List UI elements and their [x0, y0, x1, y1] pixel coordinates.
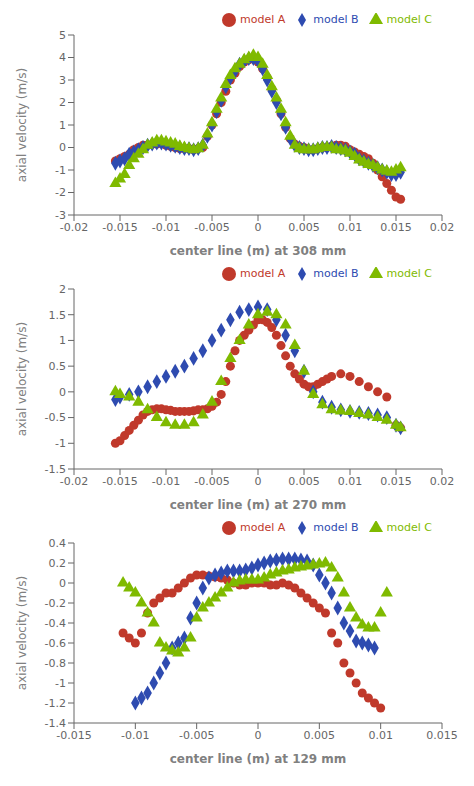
- html-text:model C: model C: [386, 521, 432, 534]
- svg-text:-1.2: -1.2: [45, 697, 66, 710]
- svg-text:-3: -3: [55, 209, 66, 222]
- svg-text:-0.005: -0.005: [179, 729, 214, 742]
- svg-text:3: 3: [59, 74, 66, 87]
- svg-text:axial velocity (m/s): axial velocity (m/s): [15, 322, 29, 436]
- svg-text:center line (m) at 129 mm: center line (m) at 129 mm: [170, 752, 347, 766]
- svg-text:-0.8: -0.8: [45, 657, 66, 670]
- svg-text:1: 1: [59, 119, 66, 132]
- svg-text:0.005: 0.005: [304, 729, 336, 742]
- svg-text:0.015: 0.015: [380, 475, 412, 488]
- svg-text:0: 0: [255, 221, 262, 234]
- svg-text:-1: -1: [55, 164, 66, 177]
- svg-text:2: 2: [59, 96, 66, 109]
- html-text:model B: model B: [313, 521, 359, 534]
- html-text:model C: model C: [386, 13, 432, 26]
- html-text:model A: model A: [240, 267, 286, 280]
- svg-text:-0.015: -0.015: [102, 221, 137, 234]
- svg-text:0: 0: [59, 577, 66, 590]
- svg-text:0.005: 0.005: [288, 475, 320, 488]
- svg-text:-0.02: -0.02: [60, 221, 88, 234]
- svg-text:0.01: 0.01: [338, 475, 363, 488]
- svg-text:0.01: 0.01: [338, 221, 363, 234]
- svg-text:0.2: 0.2: [49, 557, 67, 570]
- svg-text:center line (m) at 308 mm: center line (m) at 308 mm: [170, 244, 347, 258]
- svg-text:-1.4: -1.4: [45, 717, 66, 730]
- svg-text:1.5: 1.5: [49, 309, 67, 322]
- svg-text:0.01: 0.01: [368, 729, 393, 742]
- svg-text:-0.015: -0.015: [56, 729, 91, 742]
- svg-text:0.02: 0.02: [430, 221, 455, 234]
- svg-text:-1: -1: [55, 677, 66, 690]
- svg-text:0.015: 0.015: [380, 221, 412, 234]
- svg-text:-0.015: -0.015: [102, 475, 137, 488]
- svg-text:0: 0: [255, 729, 262, 742]
- html-text:model B: model B: [313, 13, 359, 26]
- svg-text:-0.6: -0.6: [45, 637, 66, 650]
- html-text:model B: model B: [313, 267, 359, 280]
- svg-text:-0.5: -0.5: [45, 411, 66, 424]
- svg-text:0.015: 0.015: [426, 729, 458, 742]
- html-text:model C: model C: [386, 267, 432, 280]
- svg-text:0.4: 0.4: [49, 537, 67, 550]
- svg-text:1: 1: [59, 334, 66, 347]
- svg-text:-0.01: -0.01: [152, 475, 180, 488]
- svg-text:0: 0: [255, 475, 262, 488]
- svg-text:-0.2: -0.2: [45, 597, 66, 610]
- svg-text:0: 0: [59, 141, 66, 154]
- svg-text:5: 5: [59, 29, 66, 42]
- svg-text:-0.4: -0.4: [45, 617, 66, 630]
- svg-text:-0.005: -0.005: [194, 475, 229, 488]
- svg-text:0: 0: [59, 386, 66, 399]
- svg-text:2: 2: [59, 283, 66, 296]
- svg-text:-1: -1: [55, 437, 66, 450]
- svg-text:axial velocity (m/s): axial velocity (m/s): [15, 576, 29, 690]
- svg-text:axial velocity (m/s): axial velocity (m/s): [15, 68, 29, 182]
- svg-text:-0.02: -0.02: [60, 475, 88, 488]
- html-text:model A: model A: [240, 521, 286, 534]
- svg-text:0.005: 0.005: [288, 221, 320, 234]
- svg-text:-2: -2: [55, 186, 66, 199]
- svg-text:center line (m) at 270 mm: center line (m) at 270 mm: [170, 498, 347, 512]
- svg-text:-0.005: -0.005: [194, 221, 229, 234]
- svg-text:-0.01: -0.01: [121, 729, 149, 742]
- html-text:model A: model A: [240, 13, 286, 26]
- svg-text:-1.5: -1.5: [45, 463, 66, 476]
- svg-text:4: 4: [59, 51, 66, 64]
- svg-text:0.5: 0.5: [49, 360, 67, 373]
- svg-text:0.02: 0.02: [430, 475, 455, 488]
- svg-text:-0.01: -0.01: [152, 221, 180, 234]
